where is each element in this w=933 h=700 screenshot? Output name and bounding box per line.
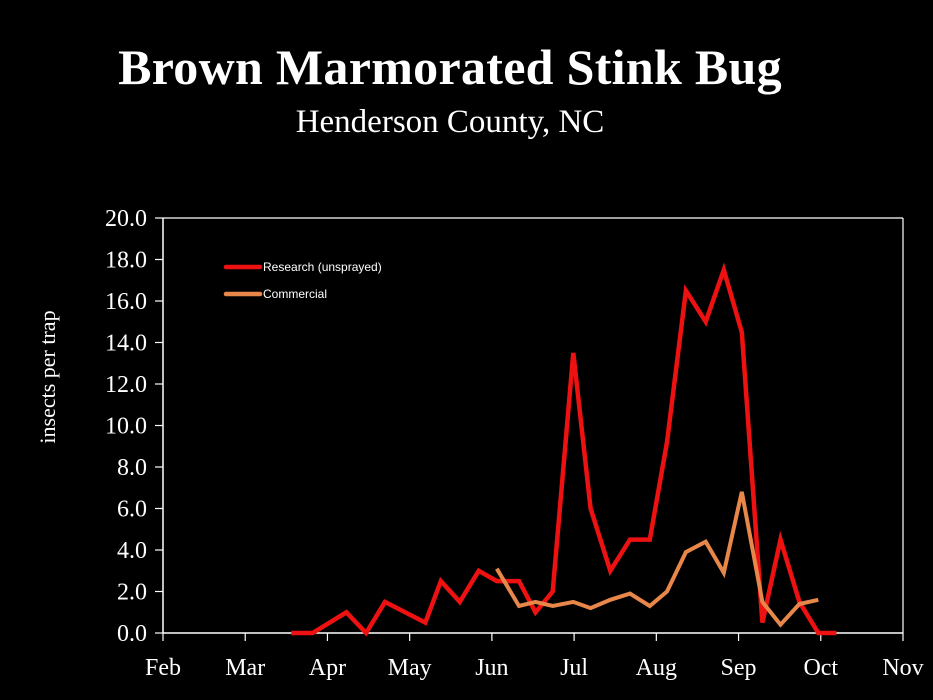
chart-title: Brown Marmorated Stink Bug xyxy=(118,39,782,95)
x-tick-label: Mar xyxy=(225,655,265,681)
y-tick-label: 10.0 xyxy=(105,414,147,440)
y-tick-label: 14.0 xyxy=(105,331,147,357)
y-tick-label: 8.0 xyxy=(117,455,147,481)
y-tick-label: 2.0 xyxy=(117,580,147,606)
research-series-line xyxy=(291,262,837,637)
x-tick-label: Jun xyxy=(475,655,508,681)
y-tick-label: 4.0 xyxy=(117,538,147,564)
y-axis: 0.0 2.0 4.0 6.0 8.0 10.0 12.0 14.0 16.0 18.0 20.0 xyxy=(105,206,164,647)
series-lines xyxy=(291,262,837,637)
y-tick-label: 16.0 xyxy=(105,289,147,315)
y-tick-label: 20.0 xyxy=(105,206,147,232)
legend-label-research: Research (unsprayed) xyxy=(263,260,382,274)
x-tick-label: Jul xyxy=(560,655,588,681)
commercial-series-line xyxy=(495,491,819,628)
y-tick-label: 0.0 xyxy=(117,621,147,647)
x-tick-label: May xyxy=(388,655,432,681)
y-tick-label: 18.0 xyxy=(105,248,147,274)
chart-subtitle: Henderson County, NC xyxy=(295,104,605,140)
x-tick-label: Nov xyxy=(882,655,923,681)
x-tick-label: Feb xyxy=(145,655,181,681)
legend-label-commercial: Commercial xyxy=(263,287,327,301)
x-tick-label: Apr xyxy=(309,655,346,681)
plot-frame xyxy=(163,217,904,633)
x-tick-label: Aug xyxy=(636,655,677,681)
legend: Research (unsprayed) Commercial xyxy=(223,260,382,301)
y-tick-label: 6.0 xyxy=(117,497,147,523)
x-axis: Feb Mar Apr May Jun Jul Aug Sep Oct Nov xyxy=(145,632,924,681)
x-tick-label: Oct xyxy=(803,655,838,681)
x-tick-label: Sep xyxy=(721,655,757,681)
y-tick-label: 12.0 xyxy=(105,372,147,398)
